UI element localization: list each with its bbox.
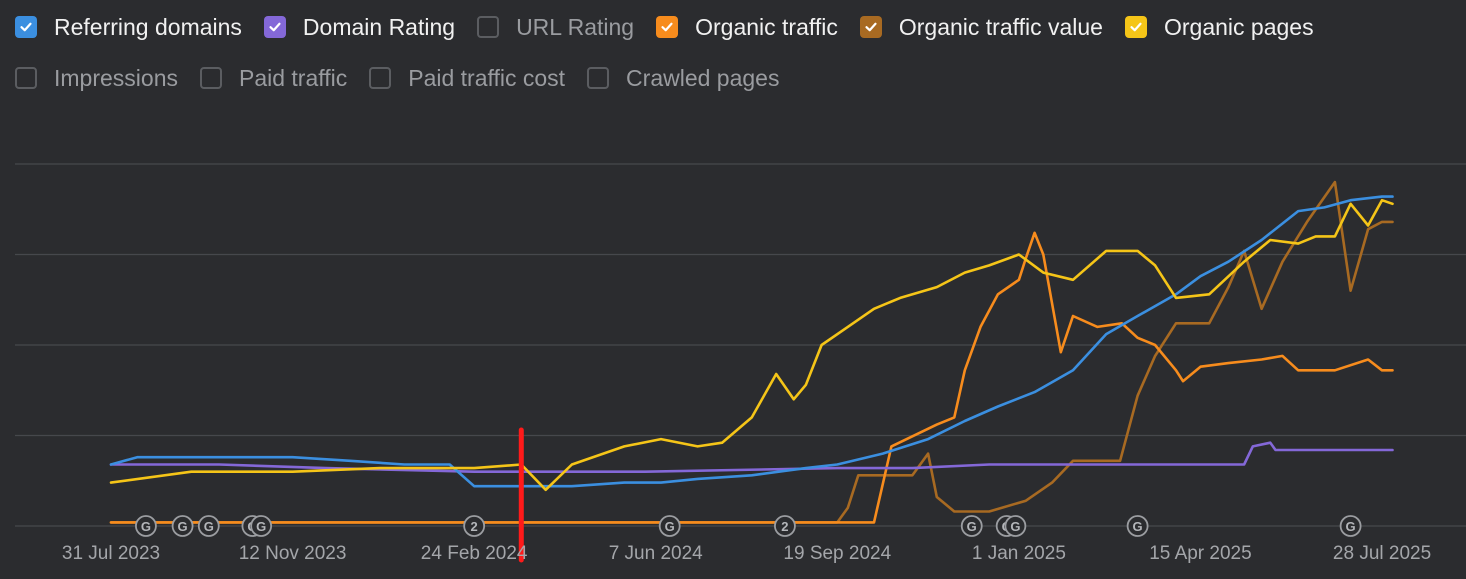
- x-tick-label: 12 Nov 2023: [239, 543, 347, 564]
- series-line-referring-domains: [109, 195, 1394, 488]
- event-marker-label: G: [1133, 519, 1143, 534]
- checkbox-unchecked-icon[interactable]: [199, 67, 222, 89]
- legend-item-organic-traffic-value[interactable]: Organic traffic value: [859, 13, 1103, 41]
- x-tick-label: 24 Feb 2024: [421, 543, 528, 564]
- event-marker[interactable]: G: [135, 515, 157, 537]
- event-marker[interactable]: G: [250, 515, 273, 537]
- event-marker[interactable]: G: [1126, 515, 1149, 537]
- x-tick-label: 31 Jul 2023: [62, 543, 160, 564]
- legend-item-url-rating[interactable]: URL Rating: [477, 13, 634, 41]
- event-marker-label: G: [967, 519, 977, 534]
- checkbox-unchecked-icon[interactable]: [477, 16, 500, 38]
- x-tick-label: 15 Apr 2025: [1149, 543, 1251, 564]
- legend-item-referring-domains[interactable]: Referring domains: [15, 13, 242, 41]
- checkbox-checked-icon[interactable]: [1124, 16, 1147, 38]
- x-tick-label: 19 Sep 2024: [783, 543, 891, 564]
- legend-label: Organic traffic: [695, 14, 838, 40]
- checkbox-checked-icon[interactable]: [656, 16, 679, 38]
- event-marker[interactable]: G: [960, 515, 983, 537]
- legend-label: Organic pages: [1163, 14, 1314, 40]
- event-marker[interactable]: G: [1339, 515, 1362, 537]
- legend-label: Domain Rating: [302, 14, 456, 40]
- legend-label: Crawled pages: [626, 65, 780, 91]
- checkbox-unchecked-icon[interactable]: [369, 67, 392, 89]
- event-marker[interactable]: 2: [774, 515, 796, 537]
- legend-label: URL Rating: [516, 14, 635, 40]
- event-marker-label: G: [141, 519, 151, 534]
- checkbox-unchecked-icon[interactable]: [587, 67, 610, 89]
- event-marker-circle: [463, 515, 486, 537]
- event-marker-label: G: [256, 519, 266, 534]
- event-marker-circle: [1004, 515, 1027, 537]
- event-marker-label: G: [665, 519, 675, 534]
- x-tick-label: 28 Jul 2025: [1333, 543, 1431, 564]
- x-tick-label: 1 Jan 2025: [972, 543, 1066, 564]
- series-line-domain-rating: [109, 441, 1394, 473]
- legend-label: Impressions: [54, 65, 178, 91]
- x-tick-label: 7 Jun 2024: [609, 543, 703, 564]
- legend-row-primary: Referring domains Domain Rating URL Rating…: [15, 13, 1336, 41]
- event-marker-label: G: [178, 519, 188, 534]
- event-marker-label: G: [204, 519, 214, 534]
- event-marker[interactable]: 2: [463, 515, 486, 537]
- legend-item-organic-traffic[interactable]: Organic traffic: [656, 13, 838, 41]
- event-marker-circle: [135, 515, 157, 537]
- series-line-organic-traffic-value: [109, 180, 1394, 524]
- series-line-organic-pages: [109, 198, 1394, 492]
- event-marker-circle: [171, 515, 194, 537]
- event-marker-label: G: [1346, 519, 1356, 534]
- checkbox-checked-icon[interactable]: [859, 16, 882, 38]
- legend-item-paid-traffic-cost[interactable]: Paid traffic cost: [369, 64, 565, 92]
- legend-row-secondary: Impressions Paid traffic Paid traffic cost…: [15, 64, 801, 92]
- legend-item-organic-pages[interactable]: Organic pages: [1124, 13, 1314, 41]
- event-marker[interactable]: G: [1004, 515, 1027, 537]
- checkbox-checked-icon[interactable]: [263, 16, 286, 38]
- event-marker-circle: [774, 515, 796, 537]
- legend-item-crawled-pages[interactable]: Crawled pages: [587, 64, 779, 92]
- event-marker-circle: [1126, 515, 1149, 537]
- legend-item-paid-traffic[interactable]: Paid traffic: [199, 64, 348, 92]
- event-marker-label: 2: [781, 519, 788, 534]
- legend-label: Organic traffic value: [898, 14, 1103, 40]
- checkbox-checked-icon[interactable]: [15, 16, 37, 38]
- event-marker[interactable]: G: [658, 515, 681, 537]
- event-marker[interactable]: G: [171, 515, 194, 537]
- event-marker-circle: [1339, 515, 1362, 537]
- event-marker-circle: [197, 515, 220, 537]
- checkbox-unchecked-icon[interactable]: [15, 67, 37, 89]
- event-marker-circle: [960, 515, 983, 537]
- legend-label: Paid traffic: [238, 65, 348, 91]
- event-marker-label: 2: [471, 519, 478, 534]
- legend-label: Referring domains: [54, 14, 242, 40]
- event-marker-circle: [250, 515, 273, 537]
- event-marker[interactable]: G: [197, 515, 220, 537]
- legend-item-impressions[interactable]: Impressions: [15, 64, 178, 92]
- legend-item-domain-rating[interactable]: Domain Rating: [263, 13, 456, 41]
- legend-label: Paid traffic cost: [408, 65, 566, 91]
- series-line-organic-traffic: [109, 231, 1394, 524]
- event-marker-circle: [658, 515, 681, 537]
- event-marker-label: G: [1010, 519, 1020, 534]
